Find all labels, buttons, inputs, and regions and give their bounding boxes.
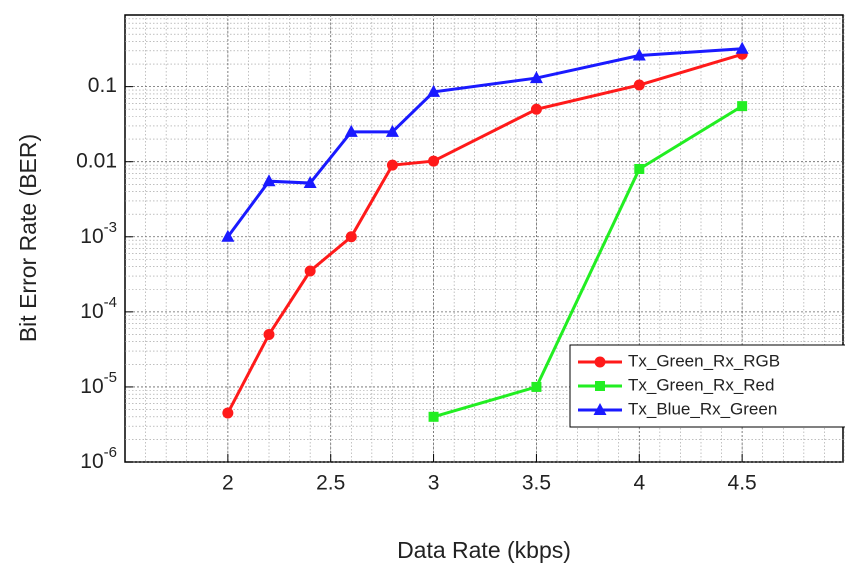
marker <box>305 266 316 277</box>
y-tick-label: 10-3 <box>80 219 117 248</box>
marker <box>387 160 398 171</box>
y-tick-label: 10-5 <box>80 369 117 398</box>
x-tick-label: 3.5 <box>522 472 551 495</box>
chart: 0.1 0.01 10-3 10-4 10-5 10-6 2 2.5 3 3.5 4 4.5 Data… <box>0 0 845 568</box>
marker <box>634 164 644 174</box>
marker <box>429 412 439 422</box>
legend-label: Tx_Green_Rx_Red <box>628 375 774 394</box>
marker <box>737 101 747 111</box>
y-tick-label: 0.01 <box>76 149 117 172</box>
marker <box>634 80 645 91</box>
x-tick-label: 4.5 <box>728 472 757 495</box>
x-tick-label: 4 <box>633 472 645 495</box>
y-tick-label: 0.1 <box>88 74 117 97</box>
legend-label: Tx_Green_Rx_RGB <box>628 351 780 370</box>
marker <box>595 381 605 391</box>
x-tick-label: 2.5 <box>316 472 345 495</box>
marker <box>264 329 275 340</box>
x-tick-label: 2 <box>222 472 234 495</box>
legend-label: Tx_Blue_Rx_Green <box>628 399 777 418</box>
y-tick-label: 10-6 <box>80 444 117 473</box>
x-tick-label: 3 <box>428 472 440 495</box>
page: {"chart_data": {"type": "line", "x_label… <box>0 0 845 568</box>
marker <box>428 156 439 167</box>
legend: Tx_Green_Rx_RGB Tx_Green_Rx_Red Tx_Blue_Rx… <box>570 345 845 427</box>
marker <box>346 231 357 242</box>
y-axis-title: Bit Error Rate (BER) <box>15 134 41 342</box>
marker <box>531 104 542 115</box>
marker <box>222 407 233 418</box>
marker <box>531 382 541 392</box>
y-tick-label: 10-4 <box>80 294 117 323</box>
marker <box>595 357 606 368</box>
x-axis-title: Data Rate (kbps) <box>397 537 571 563</box>
